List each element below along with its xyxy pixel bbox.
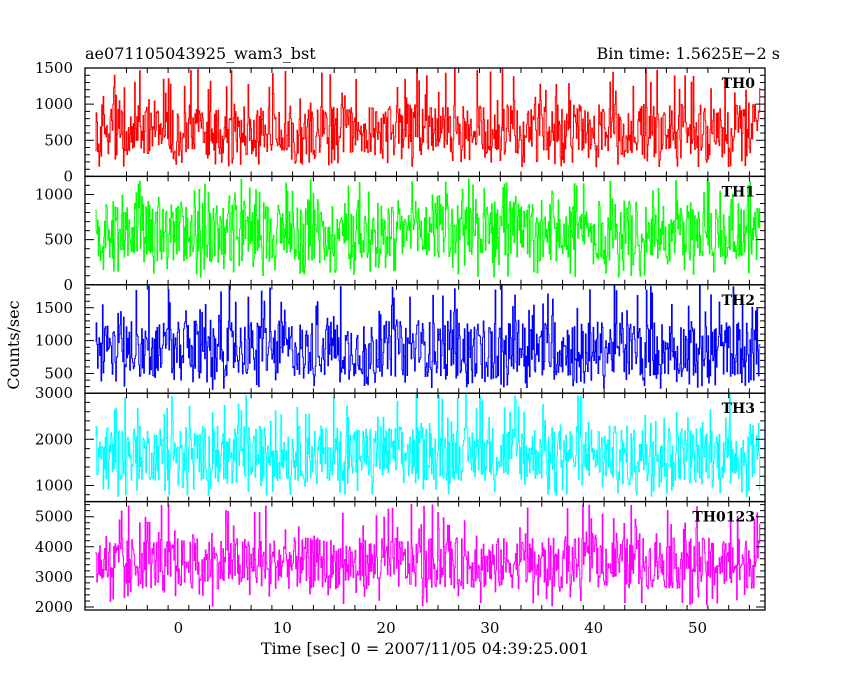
x-tick-label: 30 [480,619,499,637]
panel-frame-th0123 [84,500,766,611]
series-th3-trace [95,393,761,498]
series-th1-trace [95,178,761,278]
y-tick-label: 1000 [35,332,73,350]
chart-title: ae071105043925_wam3_bst [85,44,316,63]
x-tick-label: 40 [584,619,603,637]
y-tick-label: 0 [63,167,73,185]
y-tick-label: 1000 [35,95,73,113]
x-tick-label: 20 [377,619,396,637]
y-tick-label: 1000 [35,477,73,495]
y-tick-label: 0 [63,276,73,294]
panel-ticks-th3 [85,392,765,502]
y-tick-label: 3000 [35,568,73,586]
y-tick-label: 1500 [35,59,73,77]
y-tick-label: 3000 [35,384,73,402]
series-th2-trace [95,284,761,390]
y-tick-label: 500 [44,131,73,149]
y-tick-label: 500 [44,231,73,249]
series-th0-trace [95,68,761,168]
panel-label-th0123: TH0123 [692,510,755,526]
x-tick-label: 0 [174,619,184,637]
panel-label-th3: TH3 [722,401,755,417]
y-tick-label: 1500 [35,299,73,317]
y-tick-label: 2000 [35,598,73,616]
y-tick-label: 5000 [35,508,73,526]
series-th0123-trace [95,504,761,607]
x-tick-label: 50 [688,619,707,637]
panel-label-th0: TH0 [722,76,756,92]
y-tick-label: 2000 [35,430,73,448]
x-axis-label: Time [sec] 0 = 2007/11/05 04:39:25.001 [261,639,589,658]
bin-time-label: Bin time: 1.5625E−2 s [597,44,780,63]
y-tick-label: 4000 [35,538,73,556]
panel-label-th1: TH1 [722,184,755,200]
y-tick-label: 1000 [35,186,73,204]
panel-ticks-th0123 [85,501,765,610]
y-axis-label: Counts/sec [4,300,23,389]
y-tick-label: 500 [44,365,73,383]
x-tick-label: 10 [273,619,292,637]
panel-label-th2: TH2 [722,293,755,309]
